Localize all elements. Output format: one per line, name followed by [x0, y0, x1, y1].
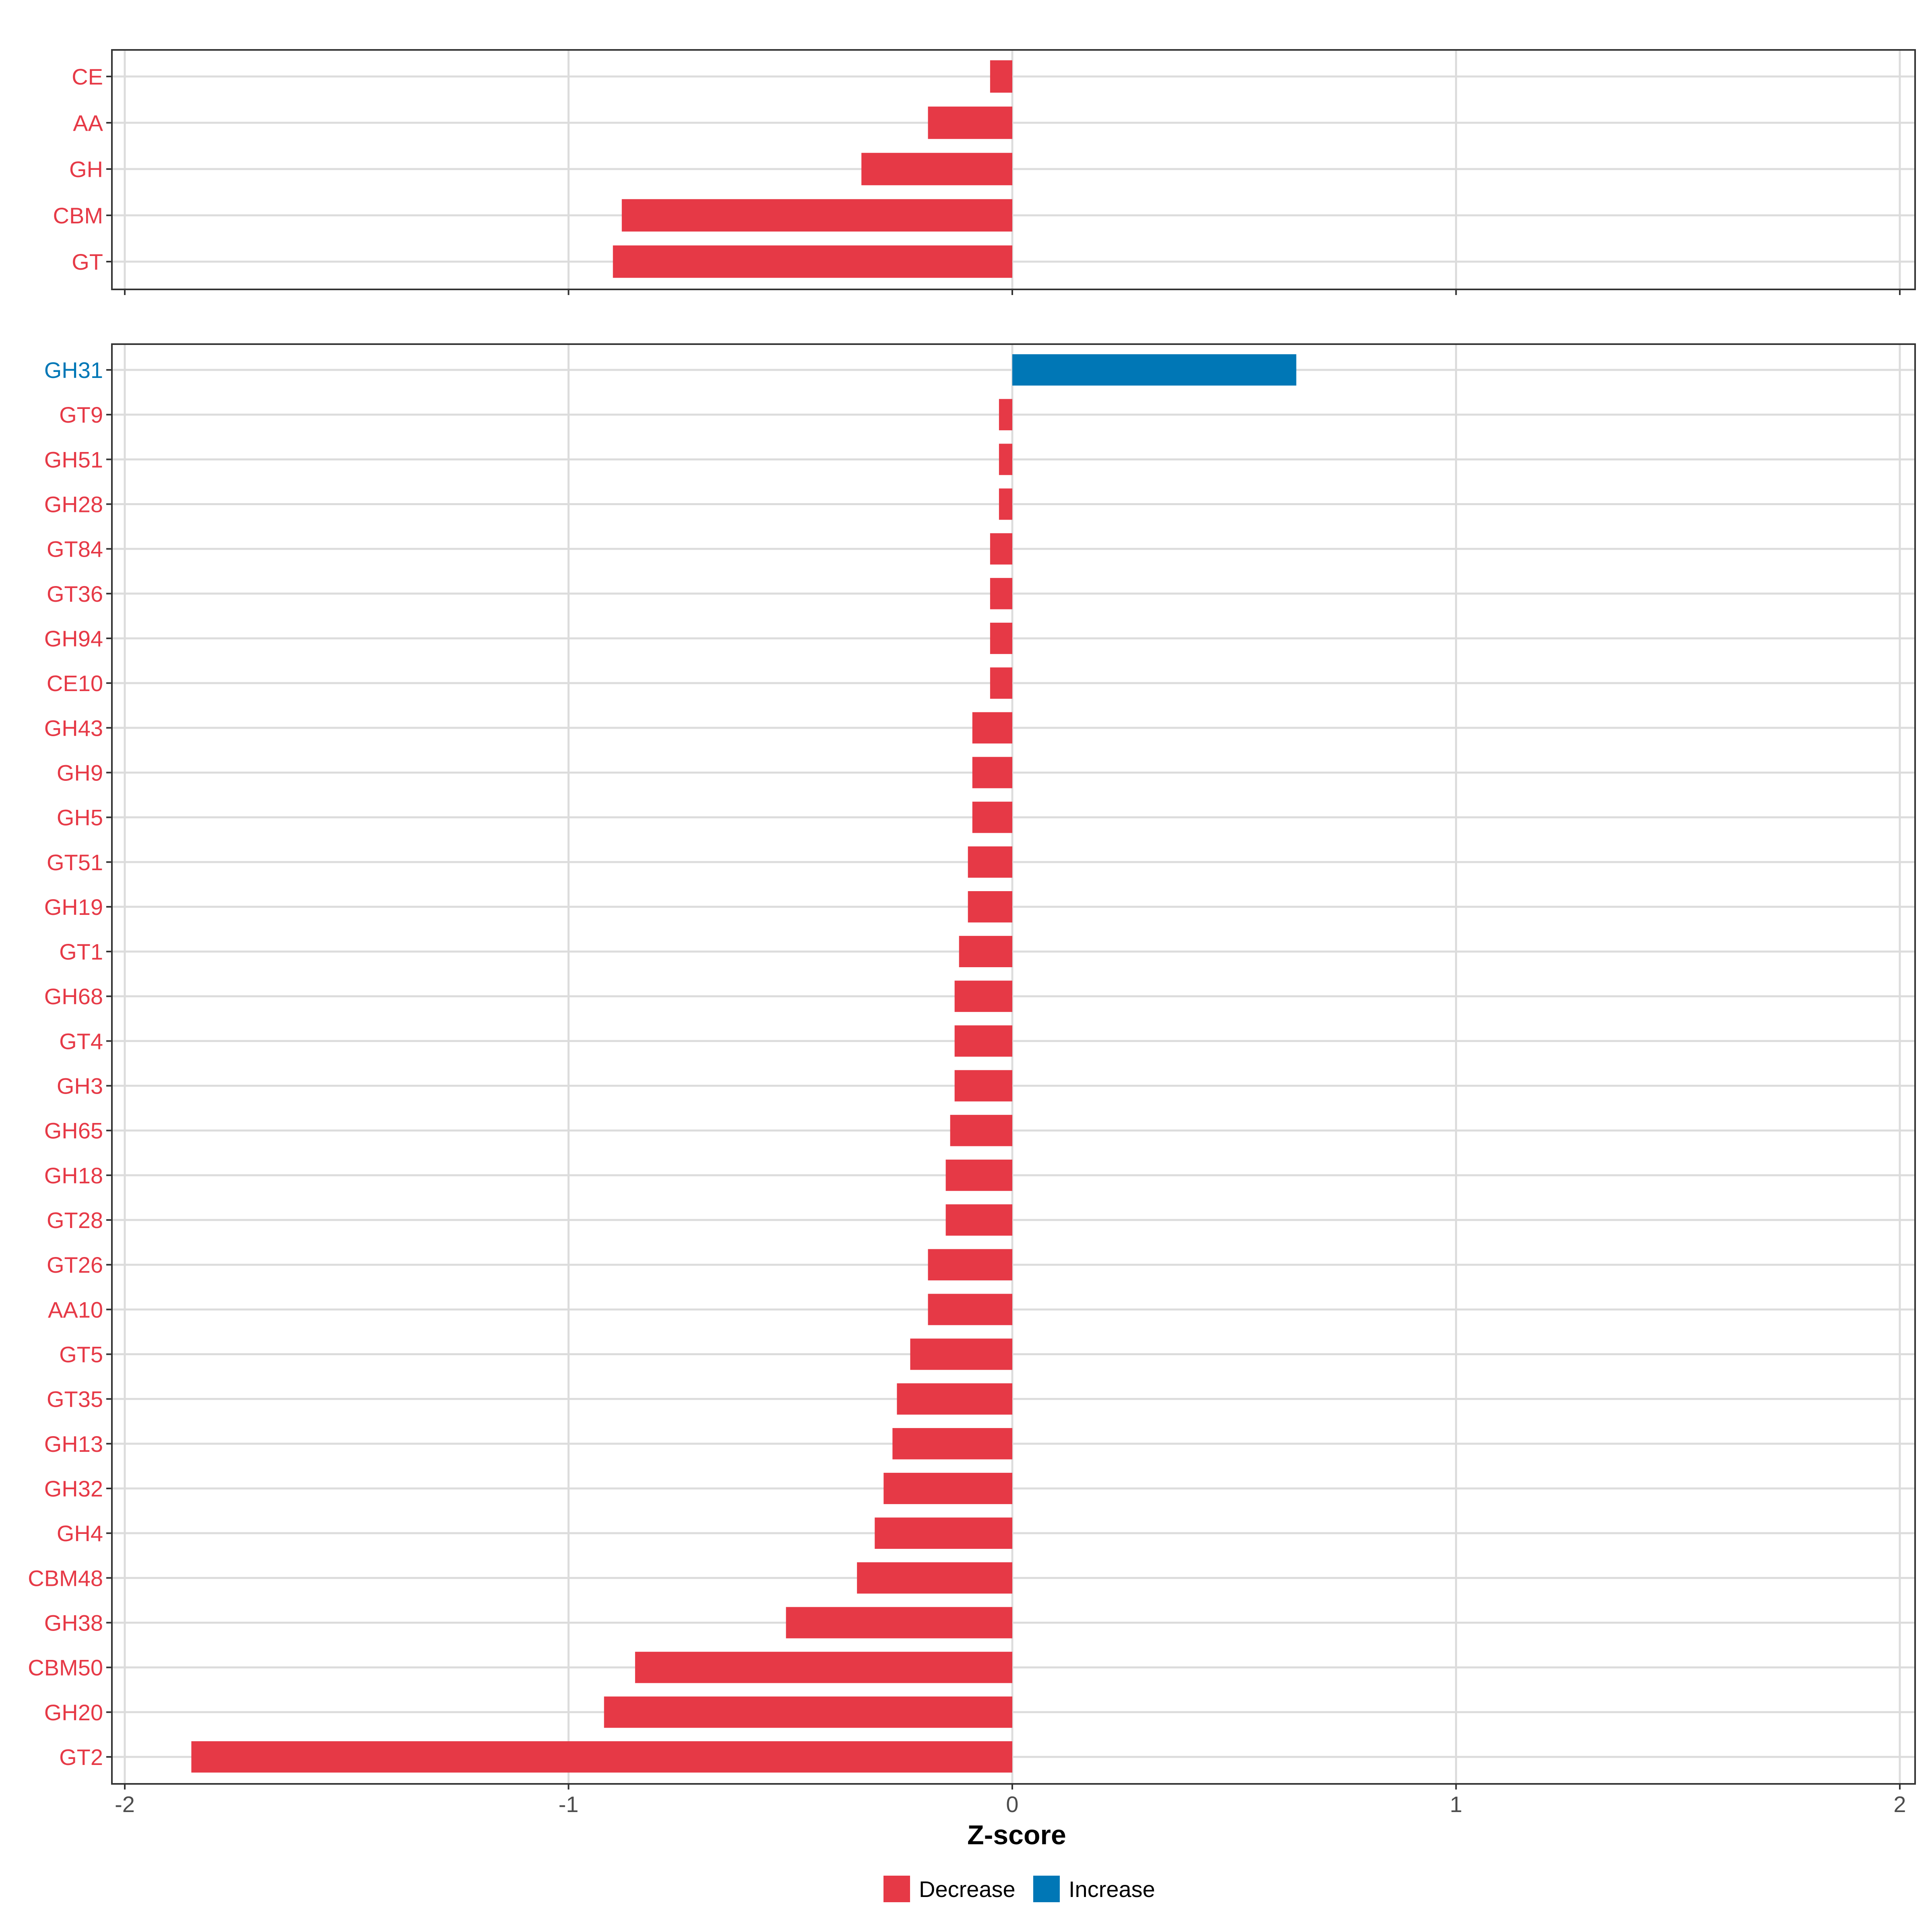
- y-tick-label-gh32: GH32: [44, 1476, 103, 1501]
- bar-gh38: [786, 1607, 1012, 1639]
- bar-gh13: [892, 1428, 1012, 1459]
- y-tick-label-gh13: GH13: [44, 1431, 103, 1457]
- y-tick-label-gt35: GT35: [47, 1387, 103, 1412]
- bar-cbm48: [857, 1562, 1012, 1594]
- y-tick-label-gh: GH: [69, 157, 103, 182]
- y-tick-label-gh19: GH19: [44, 894, 103, 920]
- y-tick-label-gh68: GH68: [44, 984, 103, 1009]
- panel-family-level: GH31 GT9 GH51 GH28 GT84 GT36 GH94 CE10 GH43 GH9 GH…: [28, 343, 1916, 1790]
- bar-gt35: [897, 1383, 1012, 1415]
- bar-aa: [928, 106, 1012, 139]
- legend-label-increase: Increase: [1069, 1876, 1155, 1902]
- y-tick-label-gt84: GT84: [47, 537, 103, 562]
- bar-gh28: [999, 488, 1012, 520]
- y-tick-label-gt51: GT51: [47, 850, 103, 875]
- y-tick-label-gt9: GT9: [59, 402, 103, 427]
- y-tick-label-gt: GT: [72, 249, 103, 275]
- y-tick-label-cbm: CBM: [53, 203, 103, 228]
- bar-gh: [861, 153, 1012, 186]
- y-tick-label-cbm50: CBM50: [28, 1655, 103, 1680]
- y-tick-label-gt26: GT26: [47, 1252, 103, 1278]
- y-tick-label-gt2: GT2: [59, 1744, 103, 1770]
- bar-gt5: [910, 1338, 1012, 1370]
- panel-class-level: CE AA GH CBM GT: [53, 49, 1916, 295]
- x-tick-label-2: 2: [1893, 1792, 1906, 1817]
- y-tick-label-gh38: GH38: [44, 1610, 103, 1635]
- bar-gh5: [972, 801, 1012, 833]
- bar-gh31: [1012, 354, 1296, 386]
- legend: Decrease Increase: [883, 1876, 1155, 1902]
- bar-gt36: [990, 578, 1012, 609]
- y-tick-label-gt36: GT36: [47, 581, 103, 607]
- bar-aa10: [928, 1294, 1012, 1325]
- x-tick-label--1: -1: [559, 1792, 579, 1817]
- legend-swatch-increase: [1033, 1876, 1060, 1902]
- bar-gt28: [945, 1204, 1012, 1236]
- y-tick-label-gh51: GH51: [44, 447, 103, 472]
- bar-gh4: [875, 1517, 1012, 1549]
- x-axis: -2 -1 0 1 2: [115, 1792, 1906, 1817]
- x-tick-label-0: 0: [1006, 1792, 1018, 1817]
- x-axis-title: Z-score: [967, 1820, 1066, 1850]
- bar-gh20: [604, 1696, 1012, 1728]
- y-tick-label-gh9: GH9: [57, 760, 103, 785]
- bar-gt: [613, 245, 1012, 278]
- legend-label-decrease: Decrease: [919, 1876, 1016, 1902]
- y-tick-label-gh18: GH18: [44, 1163, 103, 1188]
- y-tick-label-gh3: GH3: [57, 1073, 103, 1099]
- bar-gh43: [972, 712, 1012, 744]
- bar-gh94: [990, 623, 1012, 654]
- y-tick-label-gh4: GH4: [57, 1521, 103, 1546]
- y-tick-label-gh5: GH5: [57, 805, 103, 830]
- bar-cbm50: [635, 1651, 1012, 1683]
- bar-gt84: [990, 533, 1012, 565]
- x-tick-label--2: -2: [115, 1792, 135, 1817]
- bar-gh51: [999, 444, 1012, 475]
- y-tick-label-ce: CE: [72, 64, 103, 89]
- y-tick-label-ce10: CE10: [47, 671, 103, 696]
- panel-border: [111, 49, 1916, 290]
- bar-gt9: [999, 399, 1012, 431]
- panel-background: [112, 344, 1915, 1784]
- bar-gt1: [959, 936, 1012, 967]
- y-tick-label-gh65: GH65: [44, 1118, 103, 1144]
- bar-gt51: [968, 846, 1012, 878]
- legend-swatch-decrease: [883, 1876, 910, 1902]
- bar-gh68: [954, 980, 1012, 1012]
- x-tick-label-1: 1: [1450, 1792, 1462, 1817]
- bar-gh9: [972, 757, 1012, 788]
- y-tick-label-gh43: GH43: [44, 715, 103, 741]
- y-tick-label-cbm48: CBM48: [28, 1565, 103, 1591]
- bar-cbm: [621, 199, 1012, 232]
- y-tick-label-aa: AA: [73, 110, 103, 136]
- bar-gt26: [928, 1249, 1012, 1281]
- bar-gh3: [954, 1070, 1012, 1102]
- y-tick-label-gh31: GH31: [44, 357, 103, 383]
- bar-gh32: [883, 1473, 1012, 1504]
- bar-gh18: [945, 1159, 1012, 1191]
- y-tick-label-gt5: GT5: [59, 1342, 103, 1367]
- y-tick-label-aa10: AA10: [48, 1297, 103, 1322]
- bar-gt4: [954, 1025, 1012, 1057]
- bar-gh19: [968, 891, 1012, 923]
- y-tick-label-gh94: GH94: [44, 626, 103, 651]
- bar-gt2: [191, 1741, 1012, 1773]
- y-tick-label-gt1: GT1: [59, 939, 103, 964]
- bar-gh65: [950, 1115, 1012, 1146]
- y-tick-label-gh28: GH28: [44, 491, 103, 517]
- panel-border: [111, 343, 1916, 1785]
- y-tick-label-gh20: GH20: [44, 1700, 103, 1725]
- y-tick-label-gt28: GT28: [47, 1208, 103, 1233]
- y-tick-label-gt4: GT4: [59, 1028, 103, 1054]
- bar-ce: [990, 60, 1012, 93]
- bar-ce10: [990, 667, 1012, 699]
